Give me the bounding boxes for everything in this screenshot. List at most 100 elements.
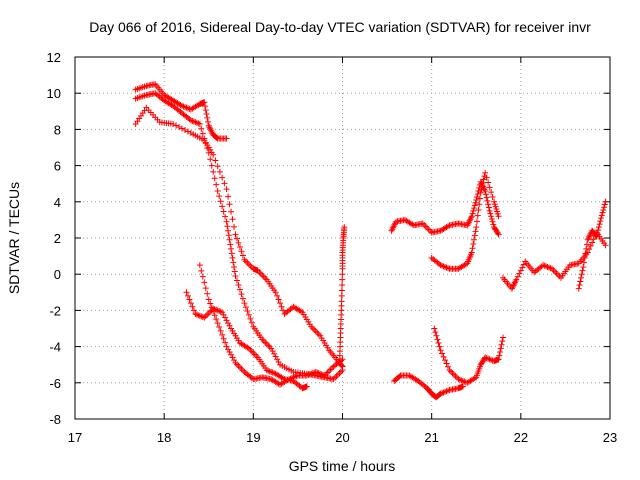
data-point-arc-d (219, 309, 226, 316)
data-point-arc-k (578, 271, 585, 278)
data-point-arc-c (201, 99, 208, 106)
data-point-arc-i (486, 356, 493, 363)
data-point-arc-b (219, 203, 226, 210)
data-point-arc-c (223, 135, 230, 142)
data-point-arc-e (220, 335, 227, 342)
data-point-arc-b (339, 367, 346, 374)
data-point-arc-k (600, 206, 607, 213)
data-point-arc-f (482, 191, 489, 198)
data-point-arc-e (236, 364, 243, 371)
data-point-arc-e (199, 273, 206, 280)
data-point-arc-a (214, 163, 221, 170)
data-point-arc-g (443, 388, 450, 395)
data-point-arc-f (471, 202, 478, 209)
data-point-arc-a (219, 174, 226, 181)
data-point-arc-f (489, 218, 496, 225)
data-point-arc-k (601, 204, 608, 211)
data-point-arc-d (263, 367, 270, 374)
data-point-arc-b (222, 213, 229, 220)
y-tick-label: 2 (54, 231, 61, 246)
data-point-arc-b (266, 343, 273, 350)
data-point-arc-a (275, 296, 282, 303)
data-point-arc-h (486, 184, 493, 191)
data-point-arc-d (192, 311, 199, 318)
data-point-arc-b (338, 368, 345, 375)
data-point-arc-d (193, 311, 200, 318)
data-point-arc-e (326, 368, 333, 375)
data-point-arc-k (594, 230, 601, 237)
data-point-arc-a (212, 157, 219, 164)
x-tick-label: 17 (68, 430, 82, 445)
data-point-arc-a (225, 193, 232, 200)
data-point-arc-e (202, 285, 209, 292)
data-point-arc-a (257, 270, 264, 277)
data-point-arc-a (173, 122, 180, 129)
data-point-arc-e (235, 362, 242, 369)
x-tick-labels: 17 18 19 20 21 22 23 (68, 430, 617, 445)
data-point-arc-c (181, 104, 188, 111)
x-tick-label: 22 (514, 430, 528, 445)
data-point-arc-f (470, 207, 477, 214)
data-point-arc-e (308, 370, 315, 377)
data-point-arc-d (223, 317, 230, 324)
data-point-arc-h (443, 264, 450, 271)
data-point-arc-d (250, 349, 257, 356)
data-point-arc-e (288, 374, 295, 381)
data-point-arc-e (226, 349, 233, 356)
data-point-arc-a (233, 235, 240, 242)
data-point-arc-j (514, 273, 521, 280)
data-point-arc-i (458, 377, 465, 384)
data-point-arc-f (482, 187, 489, 194)
data-point-arc-b (235, 282, 242, 289)
data-point-arc-d (184, 292, 191, 299)
data-point-arc-b (225, 227, 232, 234)
data-point-arc-h (473, 224, 480, 231)
data-point-arc-d (248, 348, 255, 355)
data-point-arc-h (482, 169, 489, 176)
y-tick-label: -2 (49, 303, 61, 318)
data-point-arc-e (219, 331, 226, 338)
y-axis-label: SDTVAR / TECUs (6, 182, 22, 294)
data-point-arc-g (459, 383, 466, 390)
data-point-arc-h (475, 206, 482, 213)
data-point-arc-k (578, 274, 585, 281)
data-point-arc-d (251, 351, 258, 358)
data-point-arc-e (213, 316, 220, 323)
data-point-arc-i (495, 356, 502, 363)
data-point-arc-b (201, 135, 208, 142)
y-tick-label: 4 (54, 195, 61, 210)
data-point-arc-j (553, 270, 560, 277)
data-point-arc-f (490, 221, 497, 228)
data-point-arc-e (225, 346, 232, 353)
data-point-arc-e (214, 320, 221, 327)
data-point-arc-h (485, 179, 492, 186)
data-point-arc-j (544, 263, 551, 270)
data-point-arc-e (248, 374, 255, 381)
data-point-arc-g (440, 389, 447, 396)
data-point-arc-a (312, 328, 319, 335)
data-point-arc-e (314, 369, 321, 376)
data-point-arc-k (598, 215, 605, 222)
data-point-arc-a (176, 123, 183, 130)
data-point-arc-h (468, 249, 475, 256)
data-point-arc-h (495, 213, 502, 220)
data-point-arc-f (486, 207, 493, 214)
data-point-arc-f (473, 193, 480, 200)
data-point-arc-k (599, 209, 606, 216)
data-point-arc-d (265, 367, 272, 374)
data-point-arc-k (583, 245, 590, 252)
data-point-arc-i (500, 334, 506, 341)
data-point-arc-j (552, 268, 559, 275)
data-point-arc-d (186, 296, 193, 303)
data-point-arc-h (473, 218, 480, 225)
data-point-arc-i (459, 377, 466, 384)
data-point-arc-b (198, 125, 205, 132)
data-point-arc-i (499, 338, 506, 345)
data-point-arc-b (208, 162, 215, 169)
data-point-arc-a (278, 303, 285, 310)
data-point-arc-d (266, 368, 273, 375)
data-point-arc-b (193, 119, 200, 126)
data-point-arc-i (497, 345, 504, 352)
data-point-arc-i (437, 347, 444, 354)
